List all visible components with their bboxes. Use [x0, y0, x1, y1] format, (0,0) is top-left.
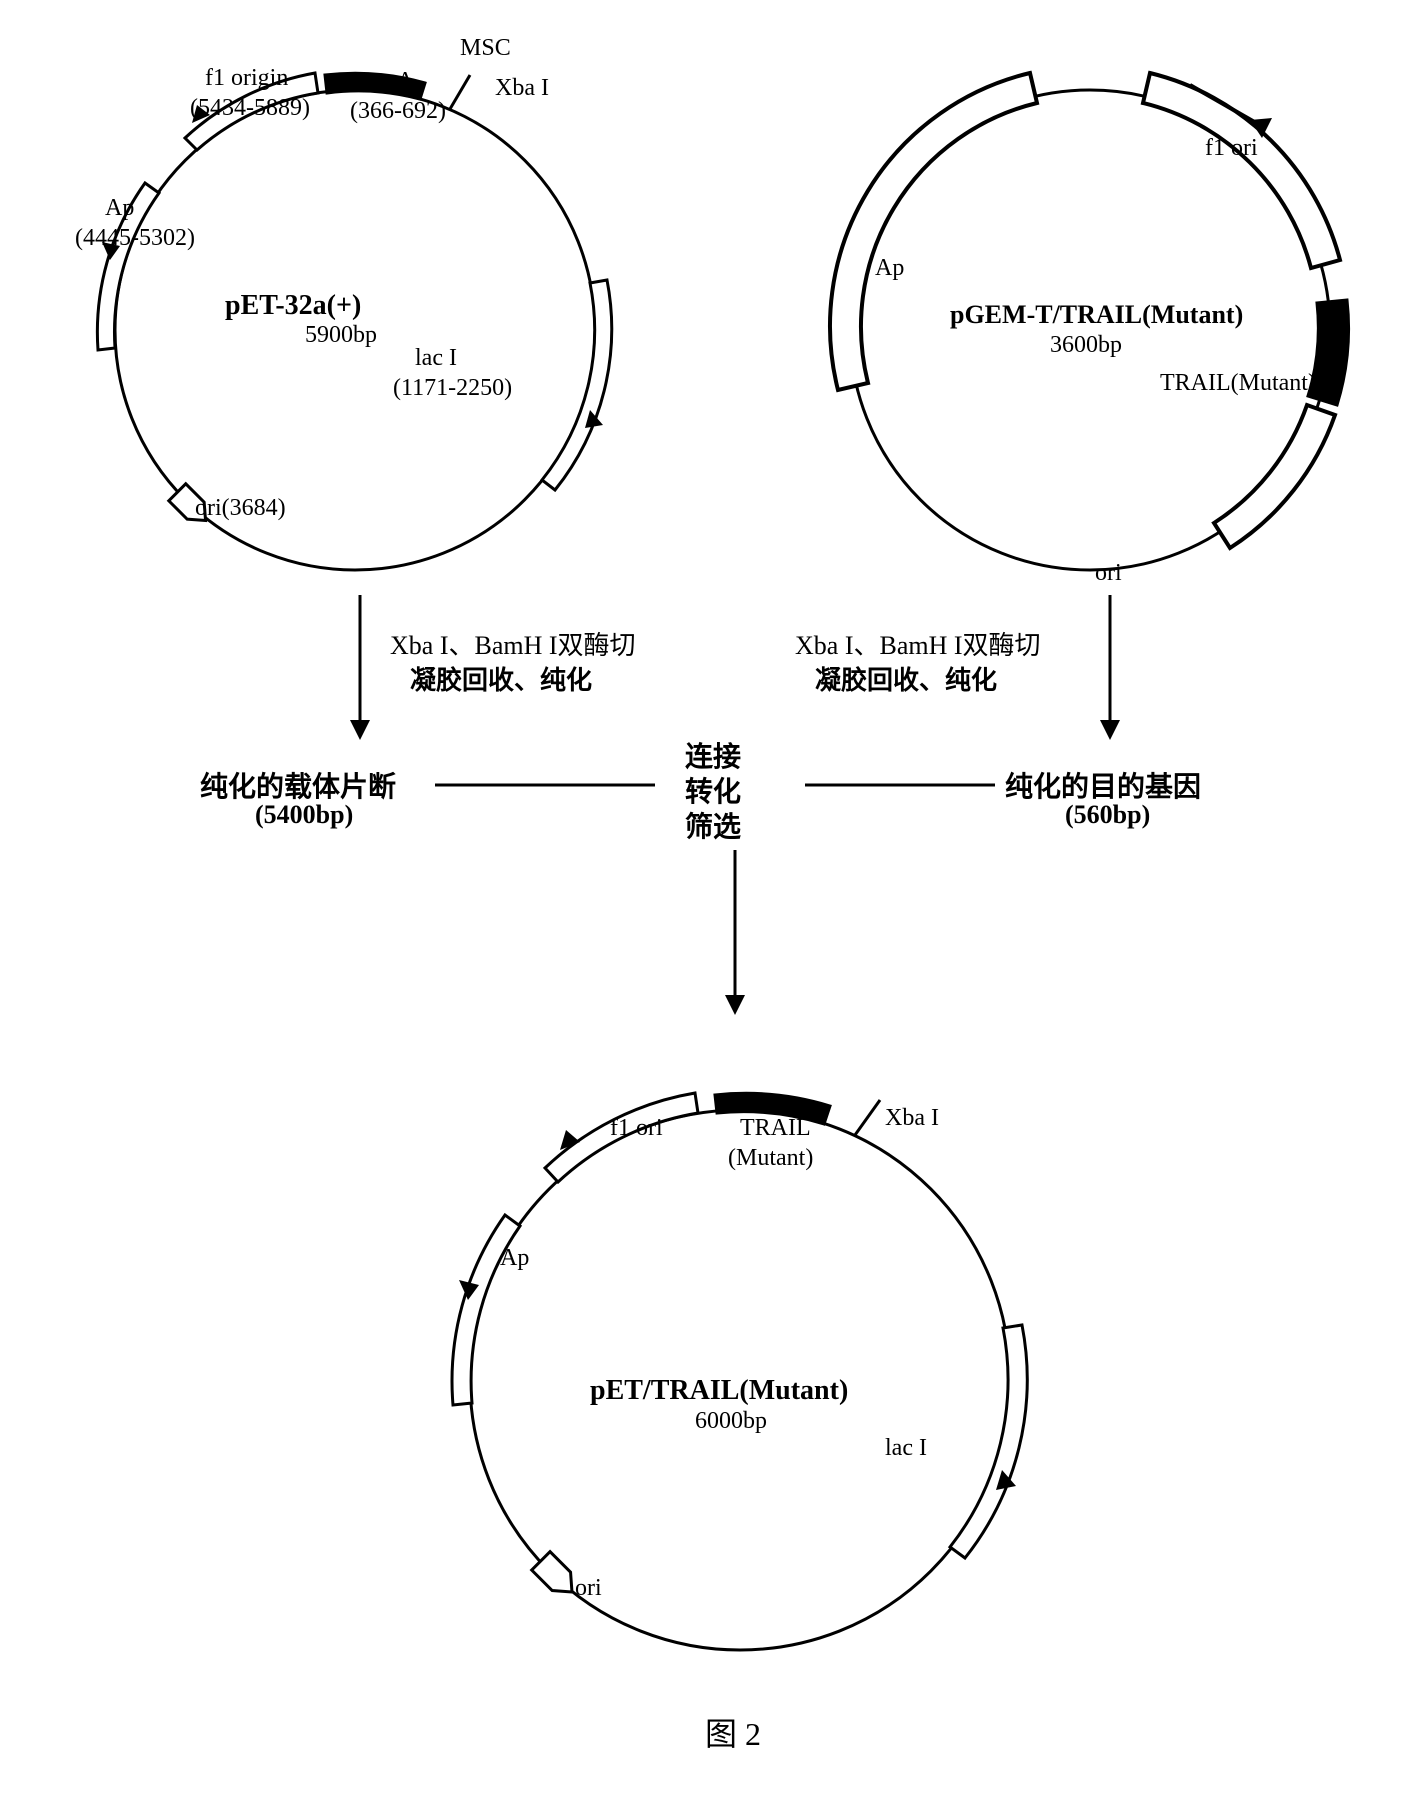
middle-line2: 转化	[685, 770, 741, 810]
p1-f1-range: (5434-5889)	[190, 95, 310, 122]
product2-size: (560bp)	[1065, 800, 1150, 830]
arrow2-down	[1080, 590, 1140, 750]
p1-ap-label: Ap	[105, 195, 134, 222]
digest1-line1: Xba I、BamH I双酶切	[390, 625, 636, 662]
product2-label: 纯化的目的基因	[1005, 765, 1201, 805]
product1-size: (5400bp)	[255, 800, 353, 830]
p2-ori-label: ori	[1095, 560, 1122, 587]
p3-laci: lac I	[885, 1435, 927, 1462]
p1-f1-label: f1 origin	[205, 65, 288, 92]
digest2-line1: Xba I、BamH I双酶切	[795, 625, 1041, 662]
p3-xbai: Xba I	[885, 1105, 939, 1132]
p2-f1ori-label: f1 ori	[1205, 135, 1258, 162]
p1-msc-label: MSC	[460, 35, 511, 62]
p2-ap-label: Ap	[875, 255, 904, 282]
p1-trxa-label: trxA	[370, 68, 414, 95]
middle-line3: 筛选	[685, 805, 741, 845]
p1-name: pET-32a(+)	[225, 290, 361, 322]
p3-ap: Ap	[500, 1245, 529, 1272]
arrow1-down	[330, 590, 390, 750]
connector-left	[430, 775, 660, 795]
p1-laci-label: lac I	[415, 345, 457, 372]
p2-trail-label: TRAIL(Mutant)	[1160, 370, 1316, 397]
arrow3-down	[705, 845, 765, 1025]
p1-laci-range: (1171-2250)	[393, 375, 512, 402]
p2-name: pGEM-T/TRAIL(Mutant)	[950, 300, 1243, 330]
p1-trxa-range: (366-692)	[350, 98, 446, 125]
digest1-line2: 凝胶回收、纯化	[410, 660, 592, 697]
p3-trail-sub: (Mutant)	[728, 1145, 813, 1172]
figure-caption: 图 2	[705, 1709, 761, 1755]
p2-size: 3600bp	[1050, 332, 1122, 359]
p1-ori-label: ori(3684)	[195, 495, 286, 522]
p3-name: pET/TRAIL(Mutant)	[590, 1375, 848, 1407]
diagram-container: f1 origin (5434-5889) trxA (366-692) MSC…	[20, 20, 1426, 1775]
connector-right	[800, 775, 1000, 795]
p3-size: 6000bp	[695, 1408, 767, 1435]
product1-label: 纯化的载体片断	[200, 765, 396, 805]
middle-line1: 连接	[685, 735, 741, 775]
digest2-line2: 凝胶回收、纯化	[815, 660, 997, 697]
p3-ori: ori	[575, 1575, 602, 1602]
p3-f1ori: f1 ori	[610, 1115, 663, 1142]
p1-size: 5900bp	[305, 322, 377, 349]
p1-xbai-label: Xba I	[495, 75, 549, 102]
p3-trail: TRAIL	[740, 1115, 811, 1142]
p1-ap-range: (4445-5302)	[75, 225, 195, 252]
